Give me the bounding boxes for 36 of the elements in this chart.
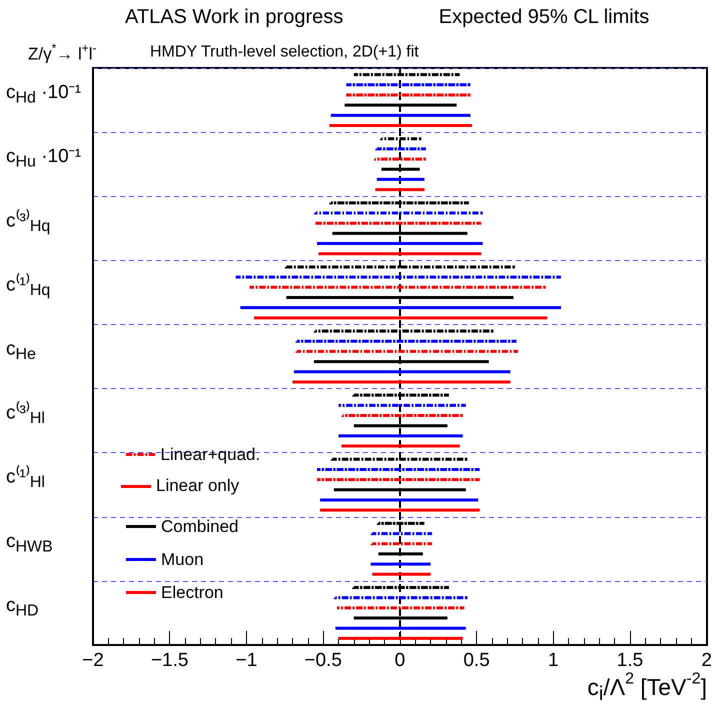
bar <box>376 178 424 181</box>
bar <box>240 306 561 310</box>
bar <box>370 562 431 566</box>
x-tick-label: 1 <box>548 650 559 671</box>
text: HMDY Truth-level selection, 2D(+1) fit <box>150 44 420 60</box>
legend-label: Combined <box>161 517 238 536</box>
text: Z/γ*→ l+l- <box>28 41 97 64</box>
chart-title: ATLAS Work in progress <box>125 6 344 28</box>
legend-label: Muon <box>161 550 204 569</box>
bar <box>294 370 510 374</box>
x-tick-label: −2 <box>82 650 104 671</box>
bar <box>317 242 483 246</box>
bar <box>330 114 470 117</box>
x-tick-label: 0.5 <box>463 650 490 671</box>
bar <box>318 252 482 256</box>
legend-label: Linear+quad. <box>160 445 260 464</box>
bar <box>375 188 424 192</box>
legend-label: Electron <box>161 583 224 602</box>
bar <box>338 434 463 438</box>
x-tick-label: −1.5 <box>150 650 188 671</box>
bar <box>320 498 478 502</box>
bar <box>254 316 548 320</box>
x-tick-label: 1.5 <box>616 650 644 671</box>
bar <box>335 626 466 630</box>
x-tick-label: 0 <box>394 650 406 671</box>
bar <box>329 124 472 127</box>
chart-subtitle: Expected 95% CL limits <box>438 6 650 28</box>
bar <box>320 508 480 512</box>
bar <box>342 444 460 448</box>
x-tick-label: −0.5 <box>304 650 342 671</box>
x-tick-label: 2 <box>701 650 712 671</box>
bar <box>292 380 510 384</box>
x-tick-label: −1 <box>236 650 258 671</box>
bar <box>338 636 463 640</box>
bar <box>372 572 431 576</box>
annotation: Linear only <box>156 476 240 496</box>
